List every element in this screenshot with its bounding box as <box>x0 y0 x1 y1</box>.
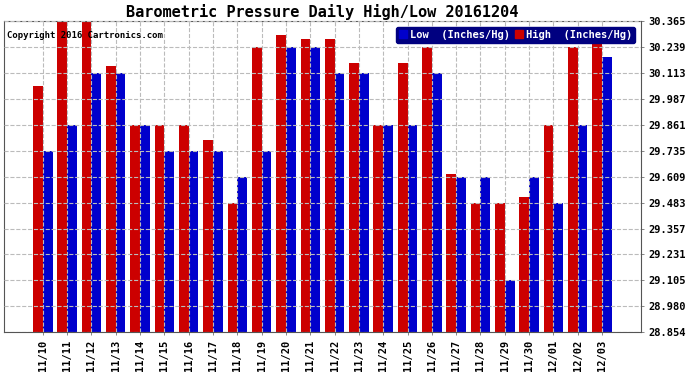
Bar <box>602 57 612 375</box>
Bar <box>301 39 310 375</box>
Bar <box>568 47 578 375</box>
Bar <box>349 63 359 375</box>
Bar <box>276 35 286 375</box>
Bar <box>81 21 92 375</box>
Bar <box>43 151 52 375</box>
Bar <box>164 151 174 375</box>
Bar <box>373 125 383 375</box>
Bar <box>286 47 296 375</box>
Bar <box>471 202 480 375</box>
Bar <box>262 151 271 375</box>
Bar <box>335 73 344 375</box>
Bar <box>592 39 602 375</box>
Bar <box>67 125 77 375</box>
Bar <box>520 197 529 375</box>
Bar <box>92 73 101 375</box>
Bar <box>213 151 223 375</box>
Bar <box>106 66 116 375</box>
Bar <box>456 177 466 375</box>
Bar <box>398 63 408 375</box>
Bar <box>480 177 490 375</box>
Bar <box>325 39 335 375</box>
Bar <box>446 174 456 375</box>
Bar <box>422 47 432 375</box>
Bar <box>155 125 164 375</box>
Bar <box>252 47 262 375</box>
Bar <box>33 86 43 375</box>
Bar <box>383 125 393 375</box>
Bar <box>310 47 320 375</box>
Bar <box>237 177 247 375</box>
Bar <box>140 125 150 375</box>
Bar <box>529 177 539 375</box>
Bar <box>116 73 126 375</box>
Bar <box>578 125 587 375</box>
Bar <box>553 202 563 375</box>
Bar <box>179 125 188 375</box>
Bar <box>204 140 213 375</box>
Bar <box>188 151 199 375</box>
Bar <box>130 125 140 375</box>
Bar <box>359 73 368 375</box>
Legend: Low  (Inches/Hg), High  (Inches/Hg): Low (Inches/Hg), High (Inches/Hg) <box>396 27 635 43</box>
Bar <box>432 73 442 375</box>
Bar <box>228 202 237 375</box>
Bar <box>544 125 553 375</box>
Bar <box>408 125 417 375</box>
Title: Barometric Pressure Daily High/Low 20161204: Barometric Pressure Daily High/Low 20161… <box>126 4 519 20</box>
Bar <box>495 202 505 375</box>
Bar <box>505 280 515 375</box>
Bar <box>57 21 67 375</box>
Text: Copyright 2016 Cartronics.com: Copyright 2016 Cartronics.com <box>8 31 164 40</box>
